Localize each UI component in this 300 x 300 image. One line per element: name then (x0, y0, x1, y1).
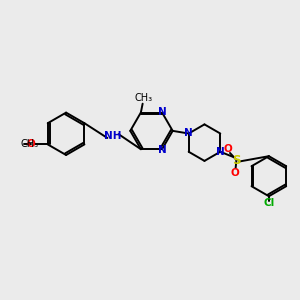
Text: S: S (232, 154, 241, 166)
Text: O: O (231, 168, 239, 178)
Text: N: N (158, 107, 167, 117)
Text: O: O (26, 140, 35, 149)
Text: Cl: Cl (263, 198, 275, 208)
Text: N: N (158, 145, 167, 155)
Text: CH₃: CH₃ (21, 139, 39, 149)
Text: NH: NH (104, 131, 122, 141)
Text: O: O (223, 144, 232, 154)
Text: N: N (184, 128, 192, 138)
Text: N: N (217, 147, 225, 158)
Text: CH₃: CH₃ (134, 93, 152, 103)
